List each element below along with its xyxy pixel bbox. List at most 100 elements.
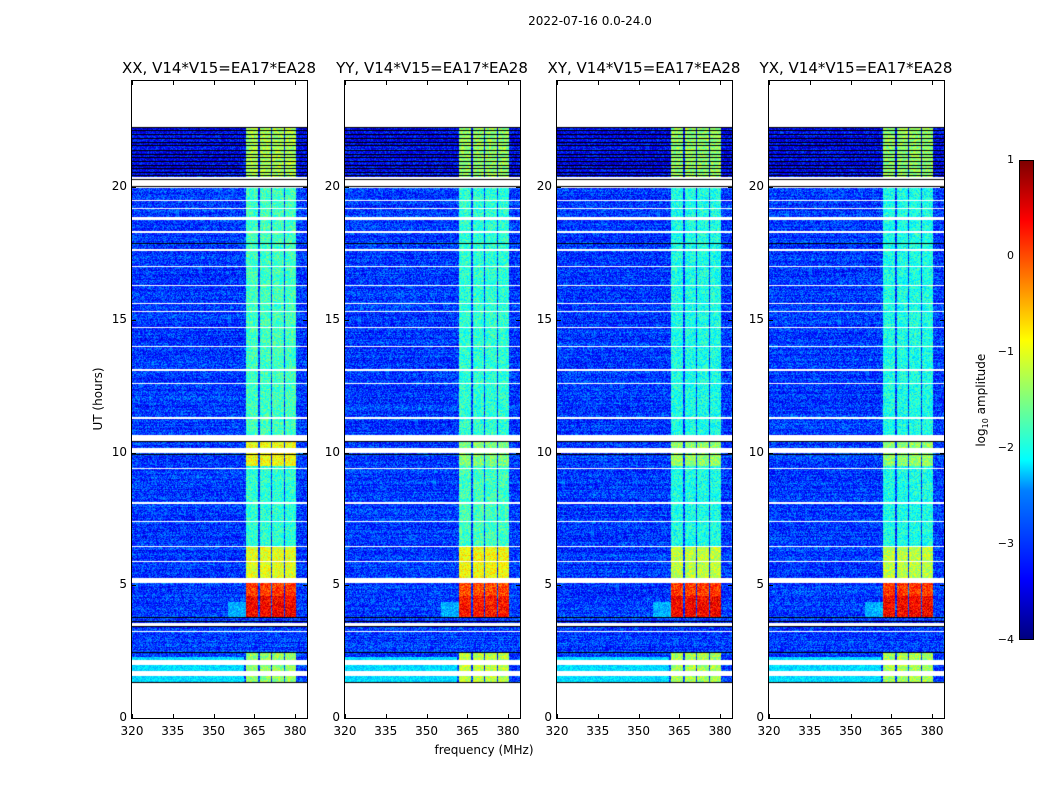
x-tick-mark xyxy=(891,714,893,718)
x-tick-label: 350 xyxy=(415,724,438,738)
x-tick-mark xyxy=(508,81,510,85)
y-tick-mark xyxy=(516,585,520,587)
x-tick-label: 320 xyxy=(545,724,569,738)
x-tick-mark xyxy=(213,714,215,718)
spectrogram-panel xyxy=(556,80,733,719)
colorbar-tick-label: −3 xyxy=(997,537,1014,550)
x-tick-mark xyxy=(557,81,558,85)
x-tick-mark xyxy=(769,714,770,718)
y-tick-label: 5 xyxy=(756,577,764,592)
y-tick-mark xyxy=(728,187,732,189)
colorbar-tick-label: 1 xyxy=(1007,153,1014,166)
x-tick-mark xyxy=(809,714,811,718)
x-tick-mark xyxy=(809,81,811,85)
y-tick-mark xyxy=(132,585,136,587)
y-tick-mark xyxy=(557,187,561,189)
y-tick-mark xyxy=(728,319,732,321)
y-tick-label: 10 xyxy=(536,444,552,459)
panel-title: XX, V14*V15=EA17*EA28 xyxy=(121,59,316,77)
x-tick-mark xyxy=(172,714,174,718)
y-tick-label: 20 xyxy=(111,179,127,194)
spectrogram-image xyxy=(769,81,944,718)
panel-title: XY, V14*V15=EA17*EA28 xyxy=(547,59,741,77)
y-tick-mark xyxy=(303,319,307,321)
spectrogram-panel xyxy=(768,80,945,719)
x-tick-mark xyxy=(769,81,770,85)
y-tick-mark xyxy=(516,319,520,321)
y-tick-mark xyxy=(345,718,349,719)
y-tick-mark xyxy=(557,319,561,321)
y-tick-mark xyxy=(303,452,307,454)
spectrogram-panel xyxy=(131,80,308,719)
x-tick-label: 380 xyxy=(708,724,732,738)
x-tick-mark xyxy=(850,714,852,718)
y-tick-mark xyxy=(769,585,773,587)
y-tick-mark xyxy=(345,187,349,189)
x-tick-mark xyxy=(679,81,681,85)
colorbar xyxy=(1019,160,1034,640)
colorbar-tick-label: −2 xyxy=(997,441,1014,454)
x-tick-mark xyxy=(850,81,852,85)
colorbar-tick-label: −1 xyxy=(997,345,1014,358)
x-tick-label: 335 xyxy=(798,724,822,738)
y-tick-mark xyxy=(516,187,520,189)
y-tick-mark xyxy=(303,585,307,587)
colorbar-tick-label: −4 xyxy=(997,633,1014,646)
x-tick-label: 380 xyxy=(496,724,520,738)
x-tick-label: 350 xyxy=(627,724,650,738)
y-tick-label: 10 xyxy=(748,444,764,459)
x-tick-label: 365 xyxy=(455,724,479,738)
y-tick-mark xyxy=(557,585,561,587)
y-tick-mark xyxy=(940,452,944,454)
x-tick-mark xyxy=(295,714,297,718)
y-tick-mark xyxy=(728,585,732,587)
y-tick-mark xyxy=(940,319,944,321)
y-tick-mark xyxy=(769,187,773,189)
y-tick-mark xyxy=(769,319,773,321)
spectrogram-image xyxy=(132,81,307,718)
y-tick-mark xyxy=(132,319,136,321)
x-tick-mark xyxy=(638,81,640,85)
y-tick-label: 5 xyxy=(332,577,340,592)
x-tick-label: 320 xyxy=(757,724,781,738)
panel-title: YX, V14*V15=EA17*EA28 xyxy=(759,59,953,77)
x-tick-mark xyxy=(557,714,558,718)
x-tick-label: 365 xyxy=(667,724,691,738)
x-tick-mark xyxy=(508,714,510,718)
y-tick-mark xyxy=(940,718,944,719)
x-tick-mark xyxy=(254,81,256,85)
x-tick-label: 335 xyxy=(161,724,185,738)
x-tick-mark xyxy=(426,81,428,85)
y-tick-mark xyxy=(769,452,773,454)
x-tick-mark xyxy=(467,714,469,718)
x-tick-mark xyxy=(932,714,934,718)
y-tick-mark xyxy=(303,187,307,189)
x-tick-label: 335 xyxy=(374,724,398,738)
panel-title: YY, V14*V15=EA17*EA28 xyxy=(336,59,528,77)
y-tick-mark xyxy=(728,718,732,719)
x-tick-mark xyxy=(467,81,469,85)
x-tick-mark xyxy=(720,714,722,718)
x-tick-mark xyxy=(932,81,934,85)
spectrogram-panel xyxy=(344,80,521,719)
y-tick-mark xyxy=(516,452,520,454)
x-tick-mark xyxy=(345,714,346,718)
y-tick-label: 20 xyxy=(324,179,340,194)
y-tick-label: 15 xyxy=(748,311,764,326)
x-tick-label: 350 xyxy=(202,724,225,738)
x-tick-mark xyxy=(638,714,640,718)
x-tick-mark xyxy=(254,714,256,718)
x-tick-mark xyxy=(720,81,722,85)
x-tick-label: 320 xyxy=(333,724,357,738)
y-tick-mark xyxy=(132,452,136,454)
x-tick-label: 320 xyxy=(120,724,144,738)
y-tick-label: 20 xyxy=(748,179,764,194)
y-tick-label: 0 xyxy=(756,710,764,724)
x-tick-mark xyxy=(132,81,133,85)
x-tick-mark xyxy=(426,714,428,718)
x-tick-label: 335 xyxy=(586,724,610,738)
y-tick-mark xyxy=(132,718,136,719)
x-tick-mark xyxy=(385,81,387,85)
colorbar-tick-label: 0 xyxy=(1007,249,1014,262)
y-tick-mark xyxy=(940,585,944,587)
